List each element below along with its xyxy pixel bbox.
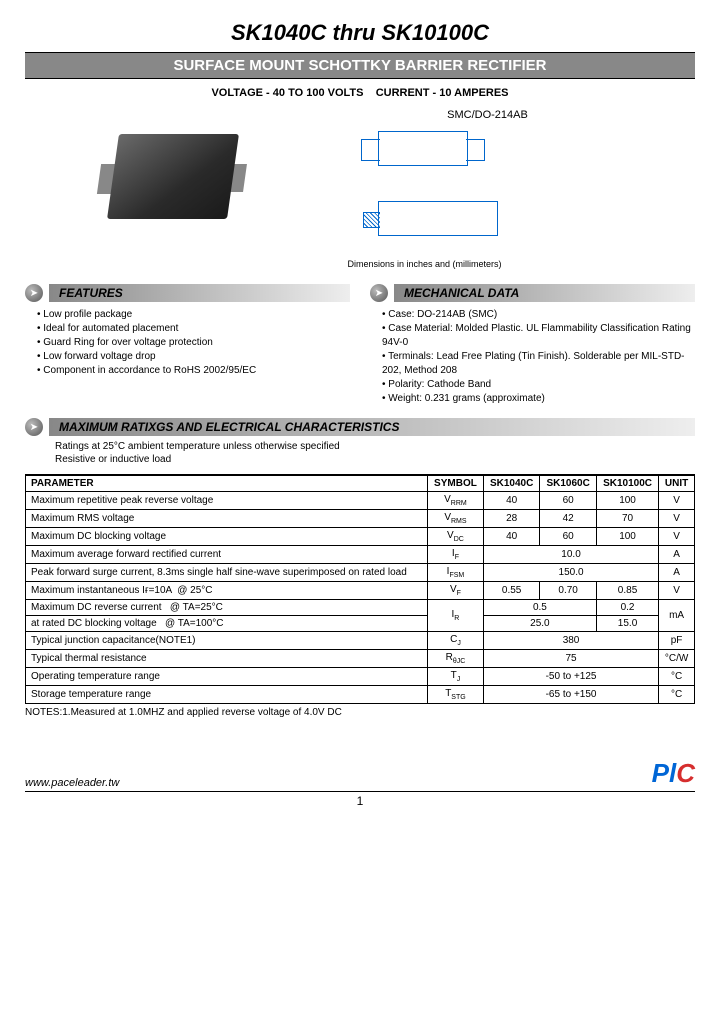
table-row: Maximum DC reverse current @ TA=25°C IR … [26,600,695,616]
table-row: Operating temperature range TJ -50 to +1… [26,668,695,686]
package-label: SMC/DO-214AB [348,109,628,121]
table-row: Peak forward surge current, 8.3ms single… [26,564,695,582]
th-symbol: SYMBOL [428,475,484,492]
specs-line: VOLTAGE - 40 TO 100 VOLTS CURRENT - 10 A… [25,87,695,99]
mechanical-list: Case: DO-214AB (SMC) Case Material: Mold… [370,308,695,406]
footer-logo: PlC [652,758,695,789]
list-item: Low forward voltage drop [37,350,350,364]
list-item: Terminals: Lead Free Plating (Tin Finish… [382,350,695,378]
list-item: Component in accordance to RoHS 2002/95/… [37,364,350,378]
arrow-icon: ➤ [25,418,43,436]
list-item: Weight: 0.231 grams (approximate) [382,392,695,406]
th-part: SK1060C [540,475,597,492]
footer-url: www.paceleader.tw [25,777,119,789]
table-row: Typical thermal resistance RθJC 75 °C/W [26,650,695,668]
list-item: Case: DO-214AB (SMC) [382,308,695,322]
table-footnote: NOTES:1.Measured at 1.0MHZ and applied r… [25,707,695,718]
list-item: Case Material: Molded Plastic. UL Flamma… [382,322,695,350]
dimension-caption: Dimensions in inches and (millimeters) [348,259,628,269]
image-row: SMC/DO-214AB Dimensions in inches and (m… [25,109,695,269]
table-row: Maximum repetitive peak reverse voltage … [26,492,695,510]
table-row: Maximum average forward rectified curren… [26,546,695,564]
features-section: ➤ FEATURES Low profile package Ideal for… [25,284,350,406]
th-part: SK10100C [596,475,658,492]
page-number: 1 [25,794,695,808]
th-unit: UNIT [659,475,695,492]
ratings-heading: MAXIMUM RATIXGS AND ELECTRICAL CHARACTER… [49,418,695,436]
table-row: Maximum instantaneous Iғ=10A @ 25°C VF 0… [26,582,695,600]
list-item: Ideal for automated placement [37,322,350,336]
features-list: Low profile package Ideal for automated … [25,308,350,378]
parameters-table: PARAMETER SYMBOL SK1040C SK1060C SK10100… [25,474,695,704]
page-title: SK1040C thru SK10100C [25,20,695,46]
ratings-note: Ratings at 25°C ambient temperature unle… [25,440,695,466]
features-heading: FEATURES [49,284,350,302]
th-parameter: PARAMETER [26,475,428,492]
table-row: Storage temperature range TSTG -65 to +1… [26,686,695,704]
table-row: Typical junction capacitance(NOTE1) CJ 3… [26,632,695,650]
table-row: Maximum RMS voltage VRMS 28 42 70 V [26,510,695,528]
list-item: Low profile package [37,308,350,322]
arrow-icon: ➤ [370,284,388,302]
mechanical-section: ➤ MECHANICAL DATA Case: DO-214AB (SMC) C… [370,284,695,406]
component-photo [93,109,253,239]
arrow-icon: ➤ [25,284,43,302]
list-item: Polarity: Cathode Band [382,378,695,392]
package-drawing: SMC/DO-214AB Dimensions in inches and (m… [348,109,628,269]
page-footer: www.paceleader.tw PlC [25,758,695,792]
table-row: at rated DC blocking voltage @ TA=100°C … [26,616,695,632]
table-row: Maximum DC blocking voltage VDC 40 60 10… [26,528,695,546]
subtitle-bar: SURFACE MOUNT SCHOTTKY BARRIER RECTIFIER [25,52,695,79]
th-part: SK1040C [483,475,540,492]
list-item: Guard Ring for over voltage protection [37,336,350,350]
mechanical-heading: MECHANICAL DATA [394,284,695,302]
